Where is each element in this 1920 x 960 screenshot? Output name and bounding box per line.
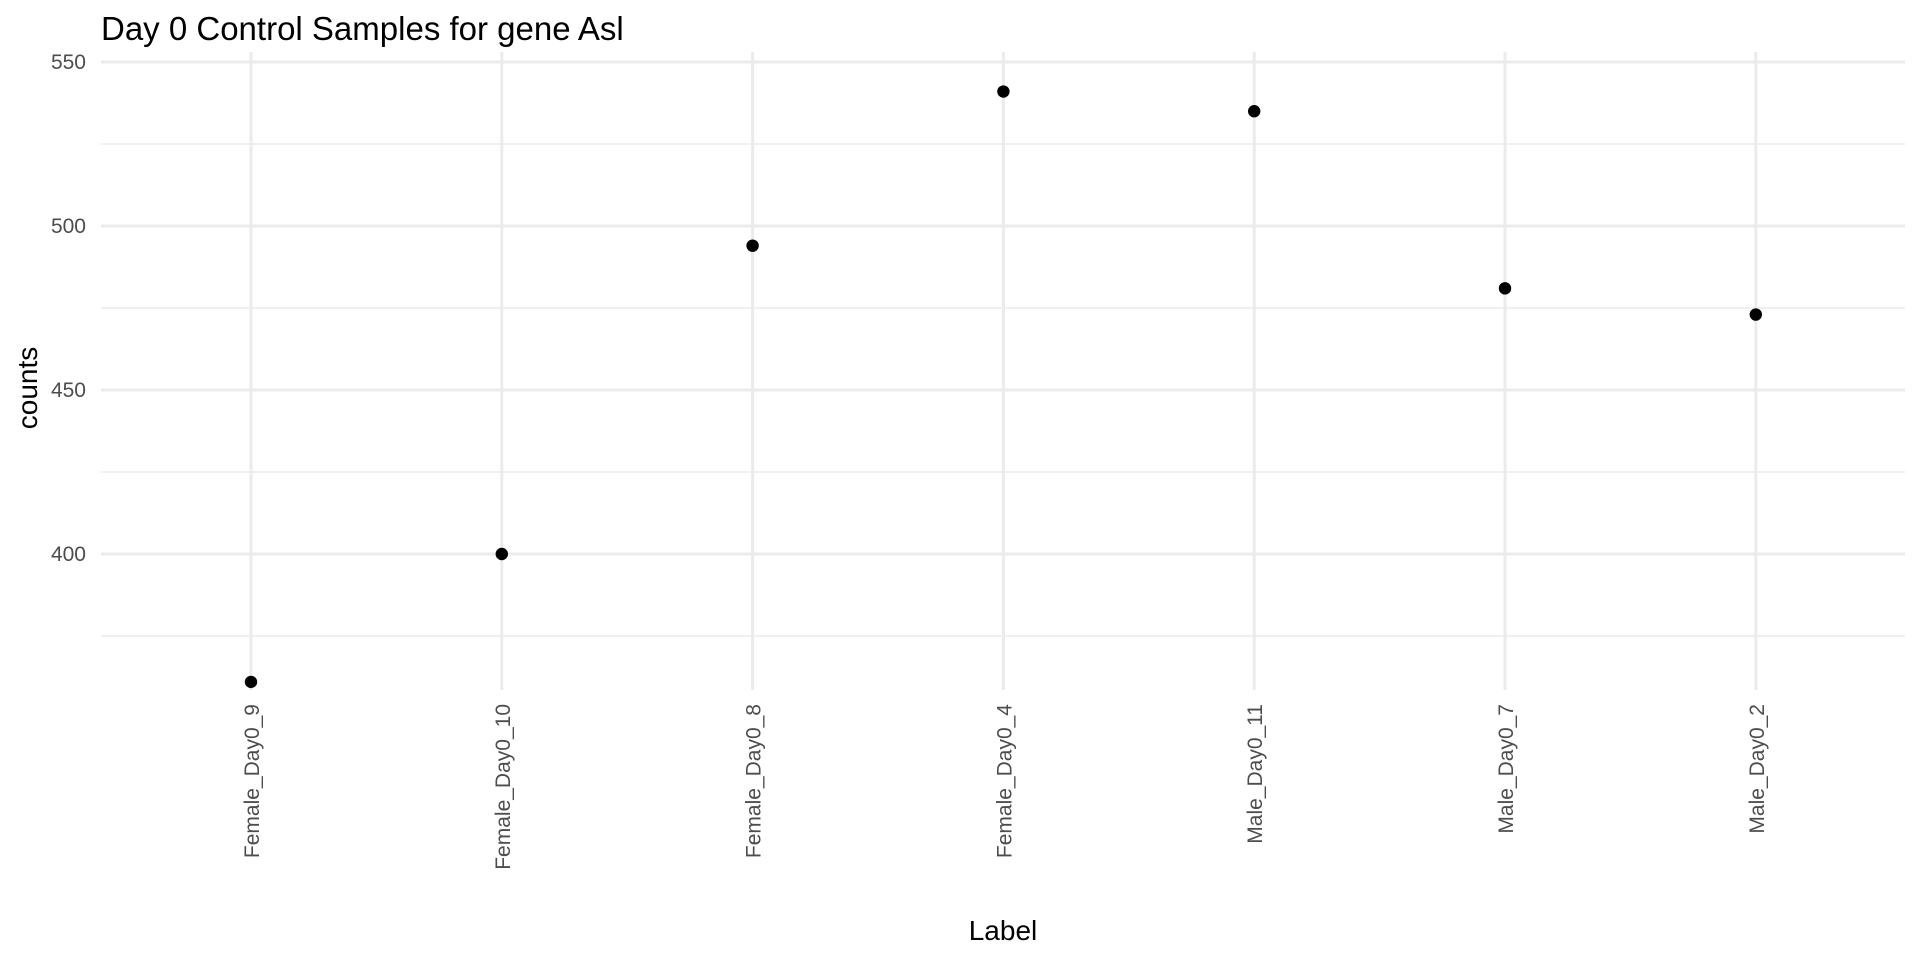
y-tick-label: 400 [51,543,86,566]
x-tick-label: Male_Day0_7 [1495,704,1518,834]
x-axis-title: Label [969,915,1038,946]
y-axis-title: counts [12,347,43,430]
data-point [1749,308,1763,321]
data-points [244,85,1763,689]
x-tick-label: Female_Day0_4 [993,704,1016,858]
y-axis-ticks: 400 450 500 550 [51,51,86,566]
y-tick-label: 450 [51,379,86,402]
data-point [495,547,508,561]
x-axis-ticks: Female_Day0_9 Female_Day0_10 Female_Day0_8… [241,704,1769,870]
y-tick-label: 550 [51,51,86,74]
x-tick-label: Male_Day0_2 [1746,704,1769,834]
chart-title: Day 0 Control Samples for gene Asl [101,10,624,47]
data-point [997,85,1010,98]
x-tick-label: Female_Day0_10 [492,704,515,870]
data-point [746,239,759,252]
x-tick-label: Female_Day0_8 [743,704,766,858]
data-point [1248,105,1261,118]
data-point [244,675,258,689]
grid-lines [101,52,1905,690]
x-tick-label: Male_Day0_11 [1244,704,1267,844]
x-tick-label: Female_Day0_9 [241,704,264,858]
data-point [1498,282,1512,295]
y-tick-label: 500 [51,215,86,238]
